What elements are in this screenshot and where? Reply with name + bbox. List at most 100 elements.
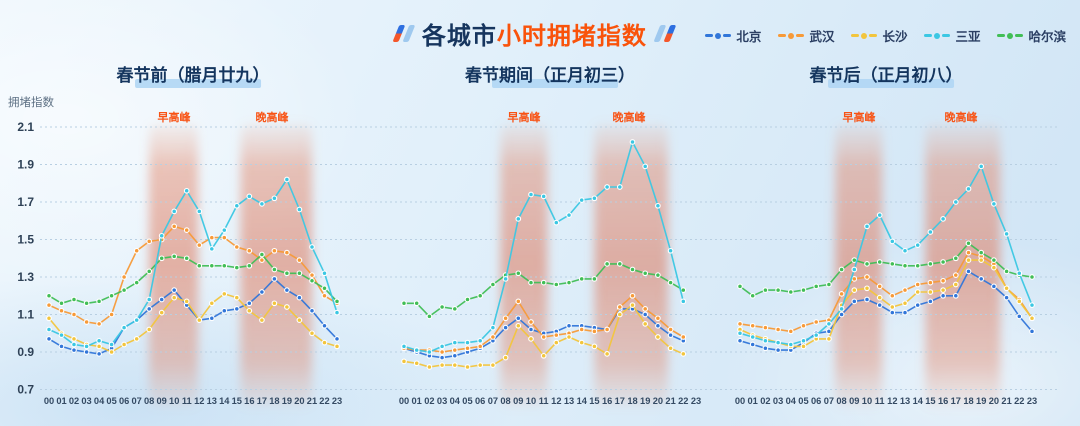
svg-text:22: 22 (319, 396, 329, 406)
svg-text:22: 22 (1014, 396, 1024, 406)
svg-text:23: 23 (691, 396, 701, 406)
legend-item-haerbin[interactable]: 哈尔滨 (997, 26, 1066, 45)
svg-text:06: 06 (119, 396, 129, 406)
svg-text:08: 08 (144, 396, 154, 406)
svg-text:09: 09 (513, 396, 523, 406)
evening-peak-label-chart3: 晚高峰 (944, 112, 978, 124)
svg-text:0.7: 0.7 (17, 383, 34, 397)
series-changsha-chart1 (46, 291, 340, 355)
legend-item-changsha[interactable]: 长沙 (851, 26, 907, 45)
svg-text:22: 22 (678, 396, 688, 406)
y-axis-tick-labels: 2.1 1.9 1.7 1.5 1.3 1.1 0.9 0.7 (17, 120, 34, 397)
svg-text:09: 09 (849, 396, 859, 406)
svg-text:01: 01 (412, 396, 422, 406)
svg-text:02: 02 (69, 396, 79, 406)
legend-dot-icon (715, 32, 722, 39)
svg-text:13: 13 (564, 396, 574, 406)
legend-line-icon (796, 34, 805, 37)
svg-text:14: 14 (913, 396, 924, 406)
title-underline (492, 79, 619, 88)
legend-label: 北京 (736, 30, 762, 44)
panel-title-after-festival: 春节后（正月初八） (746, 64, 1026, 88)
legend-dot-icon (1007, 32, 1014, 39)
svg-text:17: 17 (615, 396, 625, 406)
x-axis-labels-chart3: 00 01 02 03 04 05 06 07 08 09 10 11 12 13 14 15 16 17 18 19… (735, 396, 1037, 406)
series-changsha-chart2 (401, 302, 687, 370)
evening-peak-label-chart1: 晚高峰 (255, 112, 289, 124)
title-underline (135, 79, 262, 88)
series-sanya-chart2 (401, 139, 687, 355)
svg-text:20: 20 (294, 396, 304, 406)
series-haerbin-chart1 (46, 251, 340, 307)
svg-text:03: 03 (773, 396, 783, 406)
svg-text:06: 06 (475, 396, 485, 406)
legend-item-beijing[interactable]: 北京 (705, 26, 761, 45)
legend-line-icon (997, 34, 1006, 37)
legend-dot-icon (934, 32, 941, 39)
legend-item-wuhan[interactable]: 武汉 (778, 26, 834, 45)
legend-item-sanya[interactable]: 三亚 (924, 26, 980, 45)
title-prefix: 各城市 (421, 23, 497, 50)
svg-text:20: 20 (989, 396, 999, 406)
title-highlight: 小时拥堵指数 (496, 23, 647, 50)
series-haerbin-chart2 (401, 261, 687, 320)
svg-text:16: 16 (938, 396, 948, 406)
svg-text:00: 00 (399, 396, 409, 406)
svg-text:15: 15 (925, 396, 935, 406)
svg-text:21: 21 (307, 396, 317, 406)
svg-text:18: 18 (627, 396, 637, 406)
svg-text:23: 23 (1027, 396, 1037, 406)
svg-text:2.1: 2.1 (17, 120, 34, 134)
svg-text:04: 04 (450, 396, 461, 406)
svg-text:16: 16 (244, 396, 254, 406)
legend-label: 三亚 (955, 30, 981, 44)
rush-band-evening-chart1 (240, 124, 312, 406)
svg-text:08: 08 (836, 396, 846, 406)
svg-text:04: 04 (94, 396, 105, 406)
svg-text:23: 23 (332, 396, 342, 406)
svg-text:04: 04 (786, 396, 797, 406)
svg-text:18: 18 (963, 396, 973, 406)
legend-line-icon (851, 34, 860, 37)
legend-line-icon (723, 34, 732, 37)
svg-text:15: 15 (232, 396, 242, 406)
svg-text:21: 21 (665, 396, 675, 406)
y-axis-title: 拥堵指数 (8, 97, 54, 109)
morning-peak-label-chart2: 早高峰 (507, 112, 541, 124)
legend-label: 长沙 (882, 30, 908, 44)
svg-text:05: 05 (106, 396, 116, 406)
series-wuhan-chart1 (46, 223, 340, 327)
svg-text:08: 08 (500, 396, 510, 406)
svg-text:17: 17 (257, 396, 267, 406)
svg-text:00: 00 (44, 396, 54, 406)
morning-peak-label-chart1: 早高峰 (157, 112, 191, 124)
svg-text:1.5: 1.5 (17, 233, 34, 247)
svg-text:15: 15 (589, 396, 599, 406)
svg-text:10: 10 (169, 396, 179, 406)
legend: 北京 武汉 长沙 三亚 哈尔滨 (705, 26, 1066, 45)
svg-text:00: 00 (735, 396, 745, 406)
legend-line-icon (869, 34, 878, 37)
svg-text:11: 11 (539, 396, 549, 406)
series-wuhan-chart2 (401, 292, 687, 355)
svg-text:1.3: 1.3 (17, 270, 34, 284)
svg-text:1.7: 1.7 (17, 195, 34, 209)
series-wuhan-chart3 (737, 249, 1035, 335)
panel-title-before-festival: 春节前（腊月廿九） (53, 64, 333, 88)
svg-text:01: 01 (748, 396, 758, 406)
legend-line-icon (1015, 34, 1024, 37)
svg-text:01: 01 (56, 396, 66, 406)
page-header: 各城市小时拥堵指数 北京 武汉 长沙 三亚 哈尔滨 (0, 0, 1080, 56)
legend-label: 武汉 (809, 30, 835, 44)
svg-text:11: 11 (182, 396, 192, 406)
svg-text:19: 19 (640, 396, 650, 406)
svg-text:18: 18 (269, 396, 279, 406)
legend-line-icon (942, 34, 951, 37)
svg-text:13: 13 (900, 396, 910, 406)
svg-text:19: 19 (282, 396, 292, 406)
svg-text:02: 02 (424, 396, 434, 406)
svg-text:13: 13 (207, 396, 217, 406)
evening-peak-label-chart2: 晚高峰 (612, 112, 646, 124)
svg-text:12: 12 (551, 396, 561, 406)
